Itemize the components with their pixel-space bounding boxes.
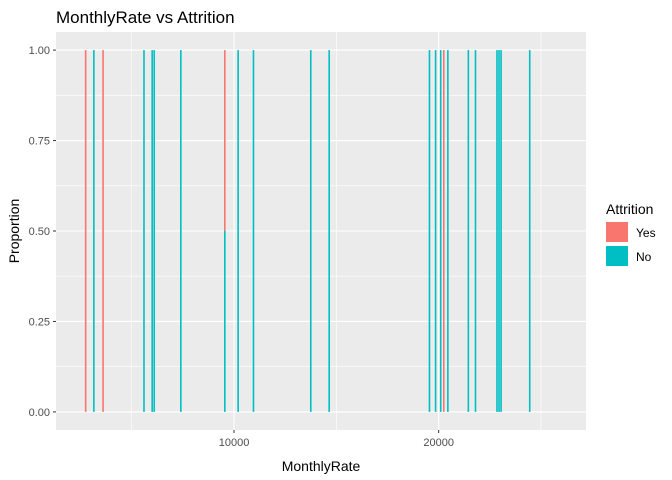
y-tick-label: 1.00 (29, 45, 50, 57)
y-axis-label: Proportion (6, 199, 22, 264)
bar-no (180, 50, 182, 412)
bar-no (528, 50, 531, 412)
x-tick-label: 10000 (219, 437, 250, 449)
legend-title: Attrition (606, 201, 653, 217)
bar-yes (442, 50, 445, 412)
bar-no (252, 50, 255, 412)
bar-yes (84, 50, 87, 412)
bar-no (309, 50, 312, 412)
legend-label-no: No (636, 250, 652, 264)
bars (84, 50, 531, 412)
axis-ticks: 0.00 0.25 0.50 0.75 1.00 10000 20000 (29, 45, 454, 449)
bar-no (151, 50, 153, 412)
y-tick-label: 0.25 (29, 316, 50, 328)
chart-title: MonthlyRate vs Attrition (56, 8, 235, 27)
legend: Attrition Yes No (606, 201, 656, 266)
bar-no (447, 50, 449, 412)
legend-swatch-yes (606, 222, 628, 242)
y-tick-label: 0.75 (29, 136, 50, 148)
bar-no (428, 50, 431, 412)
x-tick-label: 20000 (423, 437, 454, 449)
bar-no (439, 50, 442, 412)
y-tick-label: 0.00 (29, 407, 50, 419)
bar-no (93, 50, 95, 412)
bar-no (467, 50, 470, 412)
y-tick-label: 0.50 (29, 226, 50, 238)
bar-no (237, 50, 239, 412)
bar-yes (224, 50, 226, 231)
legend-swatch-no (606, 246, 628, 266)
legend-label-yes: Yes (636, 226, 656, 240)
bar-no (143, 50, 145, 412)
bar-no (153, 50, 156, 412)
x-axis-label: MonthlyRate (282, 458, 361, 474)
bar-no (224, 231, 226, 412)
bar-no (434, 50, 437, 412)
bar-yes (102, 50, 104, 412)
bar-no (328, 50, 330, 412)
bar-no (498, 50, 500, 412)
bar-no (500, 50, 502, 412)
bar-no (474, 50, 477, 412)
bar-no (496, 50, 498, 412)
